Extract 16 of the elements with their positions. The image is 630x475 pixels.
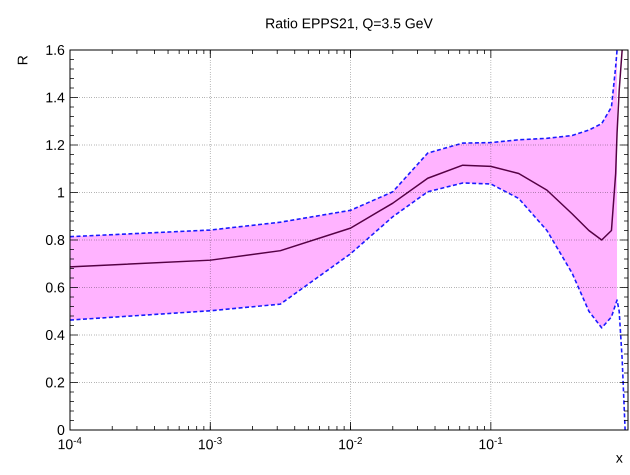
x-tick-label: 10$^{-1}$ [480, 437, 502, 450]
x-tick-label: 10$^{-2}$ [339, 437, 362, 450]
x-axis-title: x [616, 455, 623, 463]
chart-title: Ratio EPPS21, Q=3.5 GeV [266, 18, 433, 31]
y-tick-label: 0.4 [46, 330, 64, 340]
y-tick-label: 0.2 [46, 378, 64, 388]
y-tick-label: 1.2 [46, 140, 64, 150]
y-tick-label: 1.4 [46, 92, 64, 102]
x-tick-label: 10$^{-3}$ [198, 437, 222, 450]
y-tick-label: 0 [58, 425, 64, 435]
y-tick-label: 0.8 [46, 235, 64, 245]
y-tick-label: 1.6 [46, 45, 64, 55]
y-tick-label: 1 [58, 188, 64, 198]
y-axis-title: R [18, 56, 28, 64]
x-tick-label: 10$^{-4}$ [58, 437, 82, 450]
y-tick-label: 0.6 [46, 282, 64, 292]
